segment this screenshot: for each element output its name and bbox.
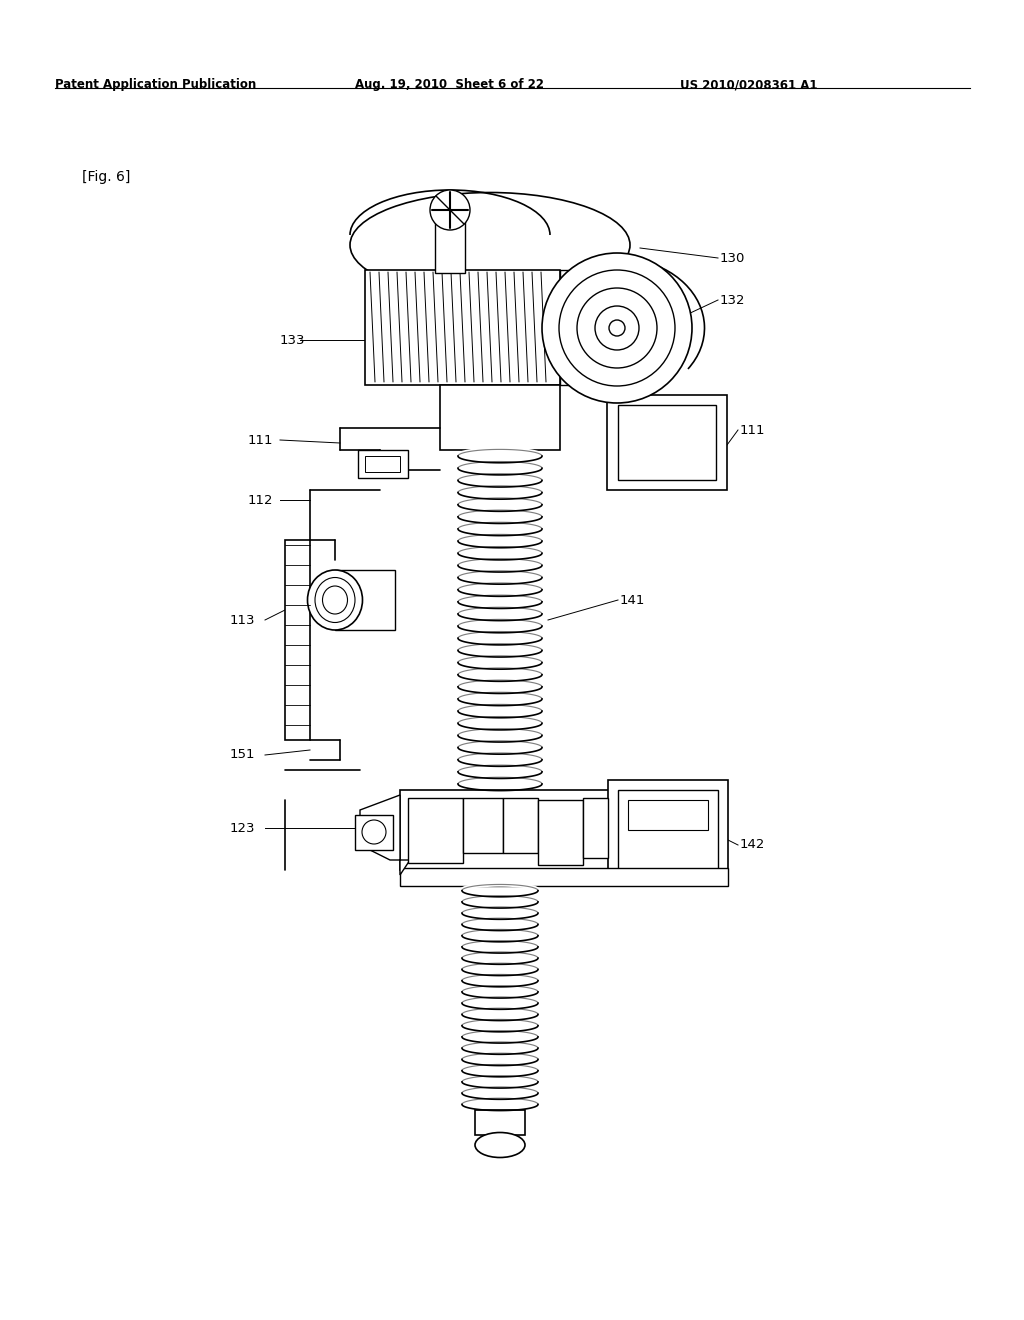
Circle shape [577, 288, 657, 368]
Bar [618, 405, 716, 480]
Text: [Fig. 6]: [Fig. 6] [82, 170, 130, 183]
Bar [408, 799, 463, 863]
Circle shape [542, 253, 692, 403]
Bar [583, 799, 608, 858]
Ellipse shape [475, 1133, 525, 1158]
Circle shape [559, 271, 675, 385]
Bar [608, 780, 728, 884]
Bar [358, 450, 408, 478]
Text: 141: 141 [620, 594, 645, 606]
Circle shape [595, 306, 639, 350]
Bar [365, 455, 400, 473]
Text: 130: 130 [720, 252, 745, 264]
Ellipse shape [315, 578, 355, 623]
Bar [355, 814, 393, 850]
Bar [400, 789, 670, 870]
Ellipse shape [307, 570, 362, 630]
Bar [607, 395, 727, 490]
Bar [618, 789, 718, 875]
Bar [503, 799, 538, 853]
Text: 132: 132 [720, 293, 745, 306]
Text: Patent Application Publication: Patent Application Publication [55, 78, 256, 91]
Circle shape [362, 820, 386, 843]
Ellipse shape [350, 193, 630, 297]
Text: 112: 112 [248, 494, 273, 507]
Text: 111: 111 [248, 433, 273, 446]
Text: 113: 113 [230, 614, 256, 627]
Bar [628, 800, 708, 830]
Text: Aug. 19, 2010  Sheet 6 of 22: Aug. 19, 2010 Sheet 6 of 22 [355, 78, 544, 91]
Bar [365, 271, 560, 385]
Circle shape [430, 190, 470, 230]
Bar [560, 271, 620, 385]
Bar [435, 218, 465, 273]
Bar [400, 869, 728, 886]
Ellipse shape [323, 586, 347, 614]
Polygon shape [360, 795, 410, 875]
Bar [335, 570, 395, 630]
Text: US 2010/0208361 A1: US 2010/0208361 A1 [680, 78, 817, 91]
Bar [440, 385, 560, 450]
Circle shape [609, 319, 625, 337]
Text: 111: 111 [740, 424, 766, 437]
Text: 151: 151 [230, 748, 256, 762]
Bar [538, 800, 583, 865]
Bar [285, 540, 310, 741]
Text: 142: 142 [740, 838, 765, 851]
Bar [463, 799, 503, 853]
Text: 123: 123 [230, 821, 256, 834]
Text: 133: 133 [280, 334, 305, 346]
Bar [475, 1110, 525, 1135]
